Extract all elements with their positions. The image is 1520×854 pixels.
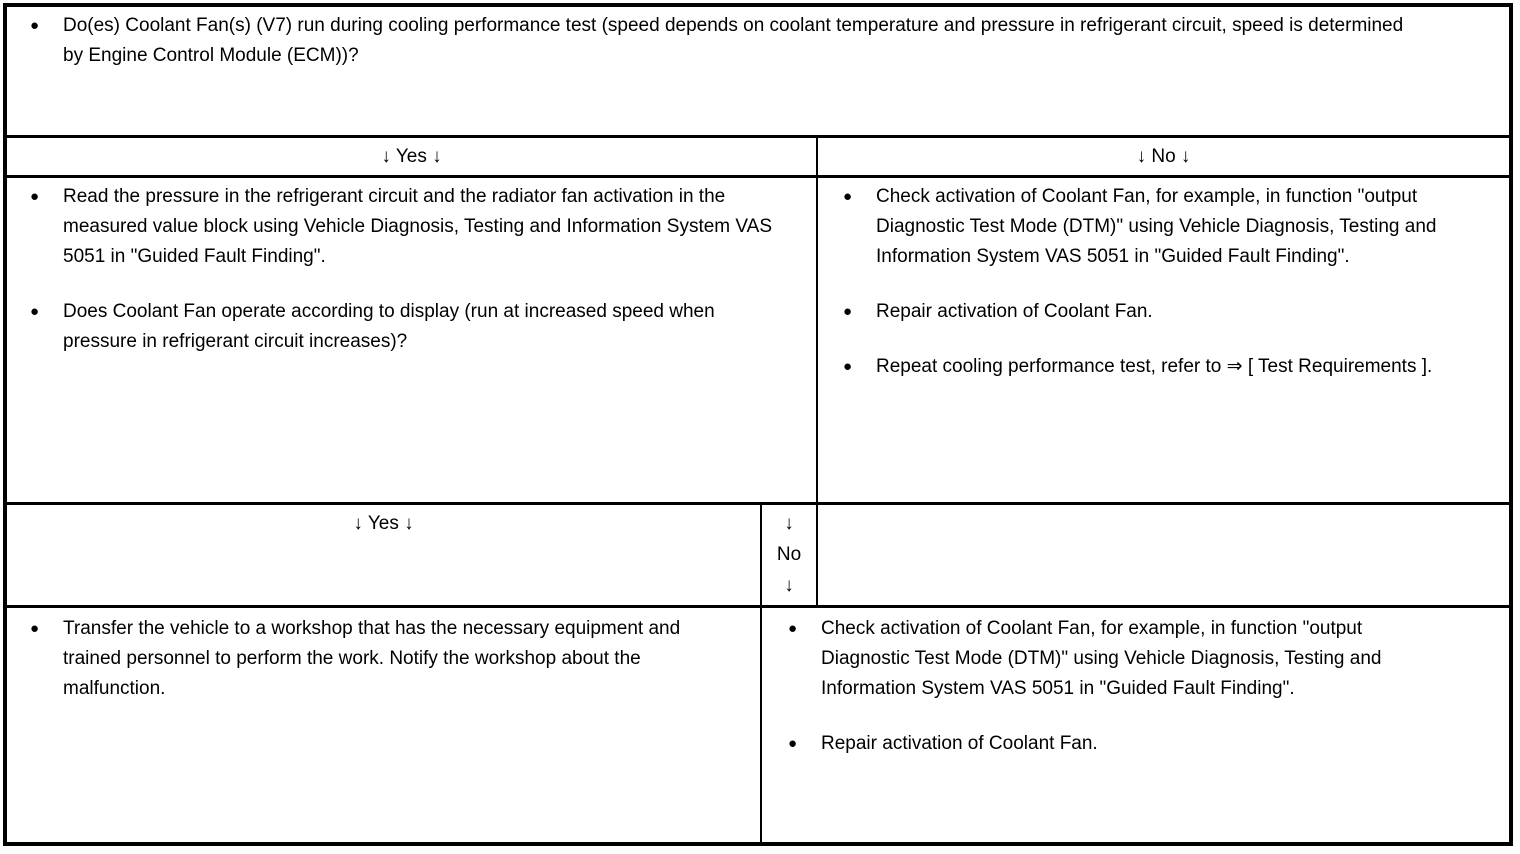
action-text: Repair activation of Coolant Fan.	[821, 733, 1098, 754]
bullet-icon: ●	[788, 620, 798, 637]
down-arrow-icon: ↓	[784, 513, 794, 534]
question-cell: ● Do(es) Coolant Fan(s) (V7) run during …	[7, 7, 1509, 135]
test-requirements-link[interactable]: ⇒ [ Test Requirements ]	[1226, 356, 1428, 377]
action-text-suffix: .	[1427, 356, 1433, 377]
down-arrow-icon: ↓	[784, 575, 794, 596]
action-text: Check activation of Coolant Fan, for exa…	[876, 186, 1437, 267]
no2-branch-header: ↓ No ↓	[762, 505, 818, 605]
yes-branch-actions-cell: ● Read the pressure in the refrigerant c…	[7, 178, 818, 502]
bullet-icon: ●	[843, 358, 853, 375]
no2-branch-actions-cell: ● Check activation of Coolant Fan, for e…	[762, 608, 1509, 842]
no-branch-actions-cell: ● Check activation of Coolant Fan, for e…	[818, 178, 1509, 502]
branch1-header-row: ↓ Yes ↓ ↓ No ↓	[7, 135, 1509, 175]
no-branch-label: ↓ No ↓	[1136, 145, 1191, 167]
action-text: Repeat cooling performance test, refer t…	[876, 352, 1464, 382]
action-text: Check activation of Coolant Fan, for exa…	[821, 618, 1382, 699]
bullet-icon: ●	[30, 17, 40, 34]
yes-branch-header: ↓ Yes ↓	[7, 138, 818, 175]
question-row: ● Do(es) Coolant Fan(s) (V7) run during …	[7, 7, 1509, 135]
branch2-body-row: ● Transfer the vehicle to a workshop tha…	[7, 605, 1509, 842]
empty-cell	[818, 505, 1509, 605]
action-text: Transfer the vehicle to a workshop that …	[63, 618, 681, 699]
action-text: Does Coolant Fan operate according to di…	[63, 301, 715, 352]
no2-branch-label: No	[776, 544, 802, 565]
bullet-icon: ●	[30, 620, 40, 637]
branch1-body-row: ● Read the pressure in the refrigerant c…	[7, 175, 1509, 502]
branch2-header-row: ↓ Yes ↓ ↓ No ↓	[7, 502, 1509, 605]
action-text-prefix: Repeat cooling performance test, refer t…	[876, 356, 1227, 377]
bullet-icon: ●	[30, 303, 40, 320]
action-item: ● Repair activation of Coolant Fan.	[788, 729, 1448, 759]
action-item: ● Repair activation of Coolant Fan.	[843, 297, 1464, 327]
action-item: ● Transfer the vehicle to a workshop tha…	[30, 614, 735, 704]
bullet-icon: ●	[843, 188, 853, 205]
question-item: ● Do(es) Coolant Fan(s) (V7) run during …	[30, 11, 1409, 71]
question-text: Do(es) Coolant Fan(s) (V7) run during co…	[63, 15, 1404, 66]
action-item: ● Repeat cooling performance test, refer…	[843, 352, 1464, 382]
action-text: Repair activation of Coolant Fan.	[876, 301, 1153, 322]
bullet-icon: ●	[788, 735, 798, 752]
action-item: ● Does Coolant Fan operate according to …	[30, 297, 784, 357]
diagnostic-flow-table: ● Do(es) Coolant Fan(s) (V7) run during …	[3, 3, 1513, 846]
action-item: ● Check activation of Coolant Fan, for e…	[843, 182, 1464, 272]
yes2-branch-label: ↓ Yes ↓	[353, 513, 414, 534]
yes-branch-label: ↓ Yes ↓	[381, 145, 442, 167]
no-branch-header: ↓ No ↓	[818, 138, 1509, 175]
bullet-icon: ●	[843, 303, 853, 320]
yes2-branch-header: ↓ Yes ↓	[7, 505, 762, 605]
action-item: ● Check activation of Coolant Fan, for e…	[788, 614, 1448, 704]
bullet-icon: ●	[30, 188, 40, 205]
action-item: ● Read the pressure in the refrigerant c…	[30, 182, 784, 272]
yes2-branch-actions-cell: ● Transfer the vehicle to a workshop tha…	[7, 608, 762, 842]
action-text: Read the pressure in the refrigerant cir…	[63, 186, 773, 267]
